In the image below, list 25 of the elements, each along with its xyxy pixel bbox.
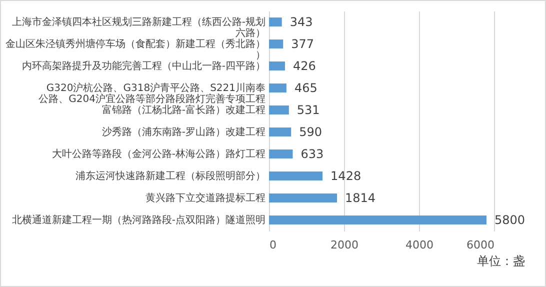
- y-tick-label: 沙秀路（浦东南路-罗山路）改建工程: [102, 126, 266, 138]
- x-tick-label: 4000: [406, 238, 434, 252]
- x-tick-label: 2000: [330, 238, 358, 252]
- y-tick-label: 富锦路（江杨北路-富长路）改建工程: [102, 104, 266, 116]
- y-tick-label: 大叶公路等路段（金河公路-林海公路）路灯工程: [52, 148, 266, 160]
- data-label: 465: [294, 81, 318, 95]
- data-label: 1814: [345, 191, 376, 205]
- y-tick-label: 浦东运河快速路新建工程（标段照明部分）: [76, 170, 266, 182]
- data-label: 377: [291, 37, 314, 51]
- x-tick-label: 6000: [466, 238, 494, 252]
- data-label: 426: [292, 59, 316, 73]
- data-label: 531: [296, 103, 320, 117]
- y-tick-label: 黄兴路下立交道路提标工程: [146, 192, 266, 204]
- data-label: 5800: [494, 213, 526, 227]
- data-label: 1428: [330, 169, 362, 183]
- y-tick-label: G320沪杭公路、G318沪青平公路、S221川南奉公路、G204沪宜公路等部分路段路灯完善专项工程: [38, 82, 266, 105]
- y-tick-label: 北横通道新建工程一期（热河路路段-点双阳路）隧道照明: [12, 214, 266, 226]
- x-tick-label: 0: [270, 238, 276, 252]
- data-label: 633: [300, 147, 324, 161]
- y-tick-label: 金山区朱泾镇秀州塘停车场（食配套）新建工程（秀北路））: [6, 38, 266, 61]
- text: 单位：盏: [477, 254, 526, 268]
- data-label: 343: [290, 15, 313, 29]
- y-tick-label: 上海市金泽镇四本社区规划三路新建工程（练西公路-规划六路）: [12, 16, 266, 39]
- y-tick-label: 内环高架路提升及功能完善工程（中山北一路-四平路）: [22, 60, 266, 72]
- data-label: 590: [299, 125, 322, 139]
